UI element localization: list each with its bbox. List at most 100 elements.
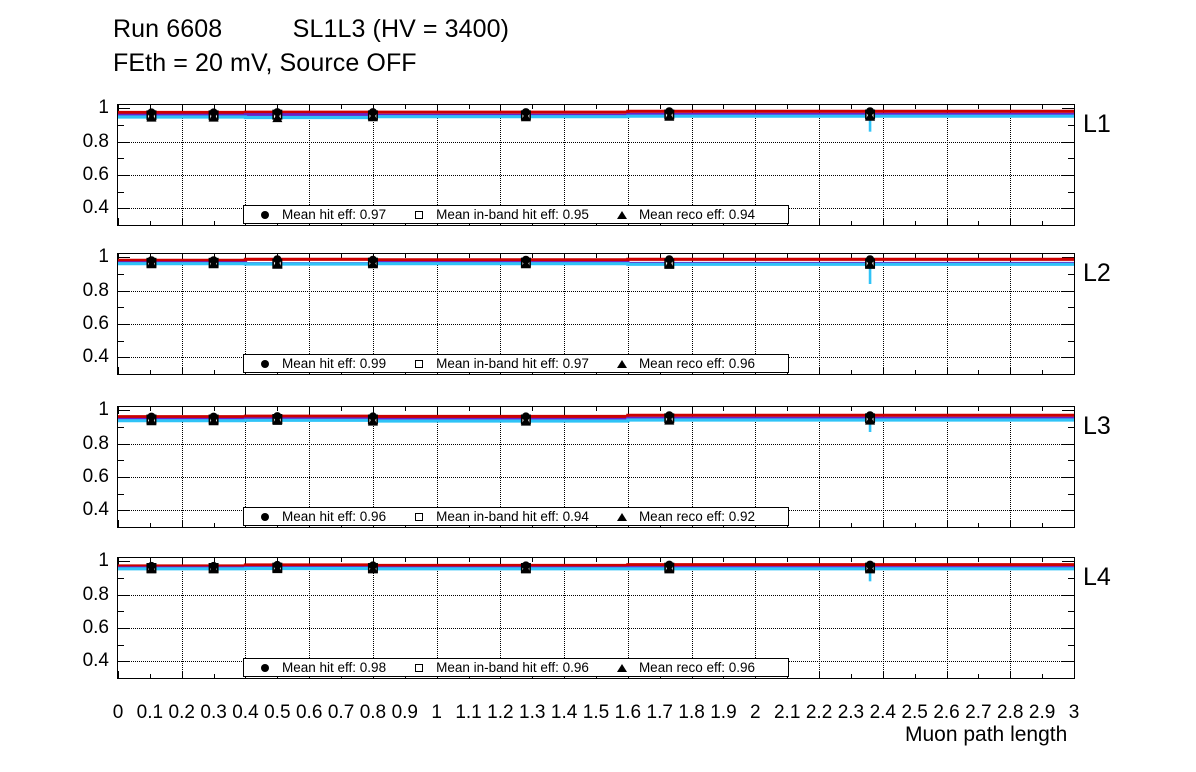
x-axis-tick bbox=[1010, 218, 1012, 225]
y-axis-tick-label: 0.8 bbox=[82, 130, 109, 152]
marker-filled-triangle bbox=[208, 415, 219, 426]
x-axis-tick-top bbox=[946, 558, 948, 565]
y-axis-tick bbox=[118, 594, 130, 596]
x-axis-tick-top bbox=[659, 254, 661, 258]
x-axis-tick-top bbox=[627, 558, 629, 565]
x-axis-tick bbox=[118, 367, 119, 374]
x-axis-tick-top bbox=[245, 558, 247, 565]
x-axis-tick bbox=[850, 523, 852, 527]
y-axis-tick bbox=[118, 175, 130, 176]
vertical-gridline bbox=[181, 407, 183, 527]
y-axis-tick-label: 0.4 bbox=[82, 197, 109, 219]
x-axis-tick-top bbox=[627, 254, 629, 261]
marker-filled-triangle bbox=[272, 112, 283, 123]
x-axis-tick-top bbox=[149, 254, 151, 258]
y-axis-minor-tick bbox=[118, 125, 124, 126]
x-axis-tick bbox=[914, 523, 916, 527]
x-axis-tick-top bbox=[723, 558, 725, 562]
x-axis-tick-top bbox=[309, 254, 311, 261]
legend-marker bbox=[408, 661, 430, 674]
x-axis-tick bbox=[1042, 674, 1044, 678]
x-axis-tick bbox=[181, 520, 183, 527]
x-axis-tick-labels: 0 0.1 0.2 0.3 0.4 0.5 0.6 0.7 0.8 0.9 1 1.1 1.2 1.3 1.… bbox=[0, 702, 1196, 726]
y-axis-tick bbox=[118, 257, 130, 259]
vertical-gridline bbox=[819, 254, 821, 374]
series-line bbox=[118, 563, 1074, 568]
y-axis-tick-label: 1 bbox=[98, 550, 109, 572]
x-axis-tick-top bbox=[436, 407, 438, 414]
x-tick-label: 2.6 bbox=[933, 702, 960, 723]
x-tick-label: 0.9 bbox=[391, 702, 419, 723]
x-axis-tick-top bbox=[946, 105, 948, 112]
x-axis-tick-top bbox=[213, 254, 215, 258]
x-tick-label: 2.2 bbox=[805, 702, 833, 723]
marker-filled-triangle bbox=[146, 563, 157, 574]
marker-filled-triangle bbox=[146, 415, 157, 426]
x-axis-tick bbox=[181, 367, 183, 374]
x-axis-tick-top bbox=[149, 407, 151, 411]
marker-filled-triangle bbox=[520, 111, 531, 122]
legend-marker bbox=[611, 510, 633, 523]
y-axis-tick-right bbox=[1062, 561, 1074, 563]
x-axis-tick-top bbox=[500, 407, 502, 414]
y-axis-tick bbox=[118, 208, 130, 210]
vertical-gridline bbox=[245, 254, 247, 374]
y-axis-tick-right bbox=[1062, 443, 1074, 445]
x-axis-tick bbox=[118, 520, 119, 527]
x-axis-tick-top bbox=[404, 407, 406, 411]
vertical-gridline bbox=[627, 105, 629, 225]
x-tick-label: 0.4 bbox=[232, 702, 259, 723]
series-line bbox=[118, 114, 1074, 120]
x-tick-label: 1.9 bbox=[710, 702, 737, 723]
horizontal-gridline bbox=[118, 443, 1074, 445]
vertical-gridline bbox=[882, 254, 884, 374]
x-axis-tick-top bbox=[1042, 105, 1044, 109]
x-axis-tick-top bbox=[468, 254, 470, 258]
vertical-gridline bbox=[946, 407, 948, 527]
legend-entry: Mean reco eff: 0.92 bbox=[593, 509, 759, 524]
horizontal-gridline bbox=[118, 175, 1074, 176]
x-axis-tick bbox=[882, 218, 884, 225]
x-axis-tick-top bbox=[723, 254, 725, 258]
vertical-gridline bbox=[564, 558, 566, 678]
x-axis-tick-top bbox=[946, 254, 948, 261]
y-axis-tick-label: 0.6 bbox=[82, 313, 109, 334]
legend-square-icon bbox=[415, 513, 424, 521]
vertical-gridline bbox=[500, 105, 502, 225]
y-axis-tick bbox=[118, 108, 130, 110]
legend-marker bbox=[611, 357, 633, 370]
y-axis-tick-label: 1 bbox=[98, 399, 109, 421]
x-axis-tick bbox=[946, 671, 948, 678]
plot-area: Mean hit eff: 0.96 Mean in-band hit eff: … bbox=[118, 407, 1074, 527]
x-axis-tick-top bbox=[532, 105, 534, 109]
x-axis-tick-top bbox=[564, 407, 566, 414]
x-axis-tick-top bbox=[914, 254, 916, 258]
x-axis-tick bbox=[946, 367, 948, 374]
x-axis-tick-top bbox=[787, 407, 789, 411]
vertical-gridline bbox=[500, 254, 502, 374]
legend-marker bbox=[254, 208, 276, 221]
y-axis-tick bbox=[118, 510, 130, 512]
legend-label: Mean hit eff: 0.98 bbox=[282, 660, 387, 675]
x-axis-tick-top bbox=[1010, 105, 1012, 112]
y-axis-minor-tick-right bbox=[1068, 158, 1074, 160]
x-axis-tick-top bbox=[149, 105, 151, 109]
marker-filled-triangle bbox=[367, 258, 378, 269]
vertical-gridline bbox=[500, 407, 502, 527]
x-axis-tick bbox=[978, 523, 980, 527]
marker-filled-circle bbox=[273, 108, 282, 117]
y-axis-tick-right bbox=[1062, 141, 1074, 143]
y-axis-tick-right bbox=[1062, 108, 1074, 110]
legend-circle-icon bbox=[261, 360, 269, 368]
legend-label: Mean reco eff: 0.96 bbox=[638, 660, 756, 675]
x-axis-tick bbox=[819, 671, 821, 678]
x-tick-label: 0.6 bbox=[295, 702, 323, 723]
y-axis-minor-tick-right bbox=[1068, 644, 1074, 646]
legend-label: Mean in-band hit eff: 0.94 bbox=[436, 509, 589, 524]
x-axis-tick-top bbox=[914, 407, 916, 411]
y-axis-tick-right bbox=[1062, 477, 1074, 478]
x-axis-tick-top bbox=[181, 407, 183, 414]
panel-label-l4: L4 bbox=[1083, 563, 1111, 591]
x-axis-tick-top bbox=[627, 105, 629, 112]
x-axis-tick-top bbox=[564, 105, 566, 112]
